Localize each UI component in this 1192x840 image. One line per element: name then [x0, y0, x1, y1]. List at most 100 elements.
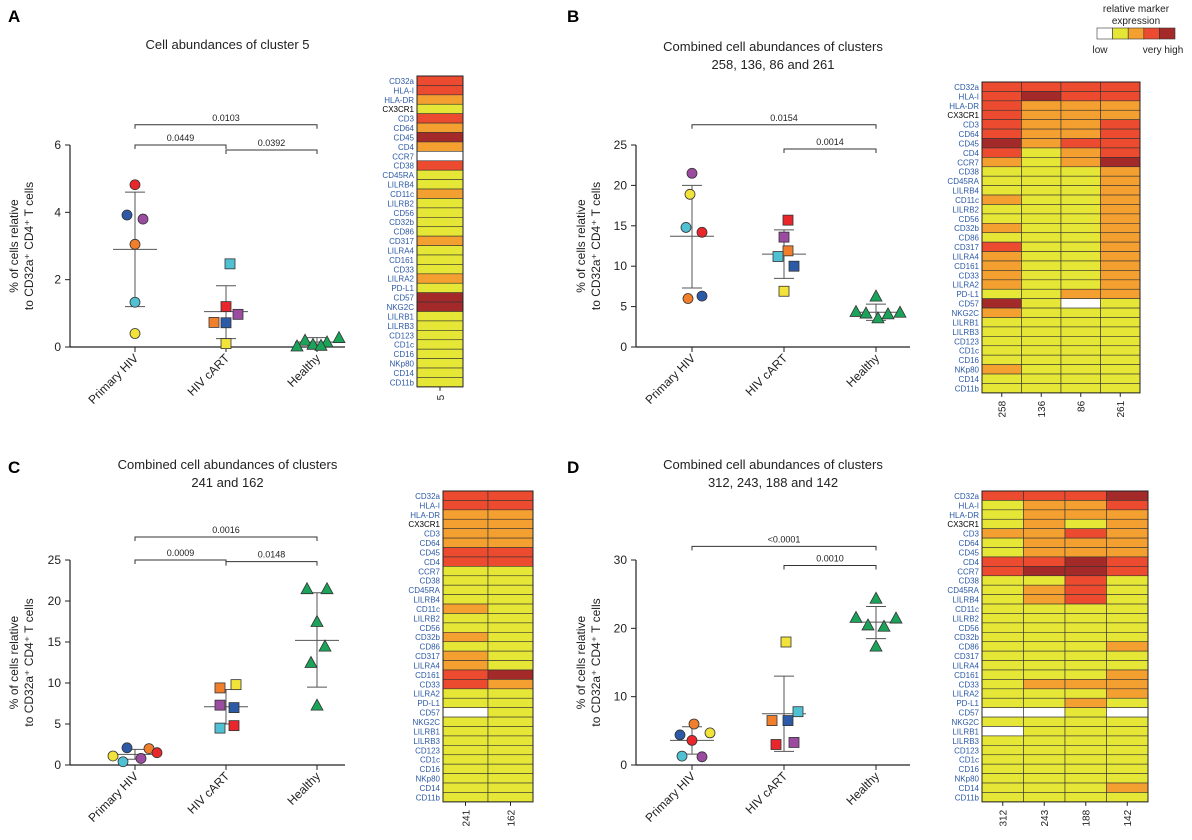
- y-axis-label: to CD32a⁺ CD4⁺ T cells: [22, 182, 36, 310]
- legend-swatch: [1096, 27, 1113, 40]
- heatmap-marker-label: CD32b: [389, 218, 414, 227]
- heatmap-marker-label: CD45: [420, 548, 441, 557]
- heatmap-marker-label: LILRB2: [413, 614, 440, 623]
- heatmap-cell: [1023, 594, 1066, 605]
- heatmap-cell: [981, 726, 1024, 737]
- heatmap-cell: [1064, 490, 1107, 501]
- heatmap-cell: [487, 688, 534, 699]
- heatmap-marker-label: NKG2C: [951, 309, 979, 318]
- data-point-circle: [688, 718, 700, 730]
- data-point-square: [228, 720, 240, 732]
- heatmap-cell: [1100, 232, 1141, 243]
- heatmap-cell: [416, 301, 464, 312]
- heatmap-marker-label: CD161: [954, 671, 979, 680]
- p-value-label: 0.0392: [258, 138, 286, 148]
- heatmap-cell: [1064, 603, 1107, 614]
- heatmap-cell: [416, 348, 464, 359]
- heatmap-cell: [1100, 279, 1141, 290]
- heatmap-cell: [981, 241, 1022, 252]
- p-value-label: 0.0010: [816, 553, 844, 563]
- heatmap-marker-label: CD64: [959, 539, 980, 548]
- heatmap-marker-label: CD45RA: [382, 171, 414, 180]
- heatmap-cell: [1023, 500, 1066, 511]
- heatmap-cell: [1100, 383, 1141, 394]
- data-point-triangle: [320, 581, 334, 595]
- y-axis-label: % of cells relative: [7, 199, 21, 293]
- heatmap-marker-label: CD11c: [955, 196, 979, 205]
- heatmap-cell: [1064, 707, 1107, 718]
- heatmap-cell: [1100, 317, 1141, 328]
- heatmap-cell: [981, 688, 1024, 699]
- heatmap-cell: [1060, 260, 1101, 271]
- heatmap-cell: [487, 754, 534, 765]
- category-label: Primary HIV: [642, 769, 698, 825]
- heatmap-cell: [442, 575, 489, 586]
- heatmap-marker-label: HLA-I: [959, 501, 979, 510]
- heatmap-cell: [981, 537, 1024, 548]
- heatmap-cell: [981, 500, 1024, 511]
- data-point-square: [780, 636, 792, 648]
- heatmap-frame: [981, 490, 1149, 803]
- heatmap-cell: [1060, 185, 1101, 196]
- heatmap-cell: [1064, 584, 1107, 595]
- heatmap-marker-label: CD33: [959, 271, 980, 280]
- heatmap-cell: [1060, 109, 1101, 120]
- heatmap-marker-label: CX3CR1: [947, 520, 979, 529]
- y-tick-label: 25: [614, 138, 628, 152]
- heatmap-marker-label: CX3CR1: [382, 105, 414, 114]
- data-point-circle: [696, 751, 708, 763]
- heatmap-cell: [1023, 697, 1066, 708]
- heatmap-cell: [981, 660, 1024, 671]
- heatmap-cell: [1021, 81, 1062, 92]
- heatmap-cell: [442, 650, 489, 661]
- data-point-triangle: [304, 655, 318, 668]
- heatmap-cell: [1100, 288, 1141, 299]
- heatmap-cell: [1106, 763, 1149, 774]
- heatmap-marker-label: CD3: [424, 530, 441, 539]
- y-tick-label: 4: [54, 205, 61, 219]
- heatmap-marker-label: CD11c: [416, 605, 440, 614]
- heatmap-marker-label: CCR7: [418, 567, 440, 576]
- heatmap-cell: [981, 91, 1022, 102]
- heatmap-marker-label: CD123: [389, 331, 414, 340]
- panel-title: 312, 243, 188 and 142: [708, 475, 838, 490]
- heatmap-cell: [1106, 641, 1149, 652]
- heatmap-marker-label: LILRB1: [413, 727, 440, 736]
- heatmap-marker-label: CD317: [954, 243, 979, 252]
- heatmap-cell: [442, 556, 489, 567]
- heatmap-marker-label: HLA-DR: [384, 96, 414, 105]
- heatmap-marker-label: CD64: [959, 130, 980, 139]
- heatmap-cell: [442, 660, 489, 671]
- heatmap-cell: [981, 792, 1024, 803]
- legend-title: relative marker: [1103, 4, 1170, 15]
- heatmap-marker-label: CD56: [959, 215, 980, 224]
- y-tick-label: 0: [620, 758, 627, 772]
- heatmap-cell: [1064, 763, 1107, 774]
- heatmap-cell: [1106, 603, 1149, 614]
- heatmap-cell: [1060, 251, 1101, 262]
- data-point-circle: [117, 756, 129, 768]
- heatmap-cell: [1106, 556, 1149, 567]
- heatmap-cluster-label: 142: [1123, 809, 1134, 826]
- heatmap-cell: [981, 298, 1022, 309]
- data-point-circle: [696, 226, 708, 238]
- heatmap-cell: [487, 773, 534, 784]
- heatmap: CD32aHLA-IHLA-DRCX3CR1CD3CD64CD45CD4CCR7…: [947, 490, 1149, 827]
- heatmap-cell: [1106, 716, 1149, 727]
- data-point-square: [788, 260, 800, 272]
- heatmap-cell: [1100, 128, 1141, 139]
- heatmap-cell: [1021, 100, 1062, 111]
- heatmap-cell: [1100, 100, 1141, 111]
- significance-bracket: [783, 564, 877, 570]
- panel-letter: A: [8, 7, 20, 26]
- heatmap-marker-label: CD14: [420, 784, 441, 793]
- heatmap-marker-label: CD1c: [394, 341, 414, 350]
- data-point-triangle: [871, 311, 885, 324]
- heatmap-marker-label: CCR7: [957, 567, 979, 576]
- heatmap-cell: [1021, 128, 1062, 139]
- data-point-triangle: [314, 338, 328, 351]
- heatmap-cell: [981, 556, 1024, 567]
- heatmap-cell: [1064, 669, 1107, 680]
- data-point-square: [228, 702, 240, 713]
- heatmap-cell: [1060, 383, 1101, 394]
